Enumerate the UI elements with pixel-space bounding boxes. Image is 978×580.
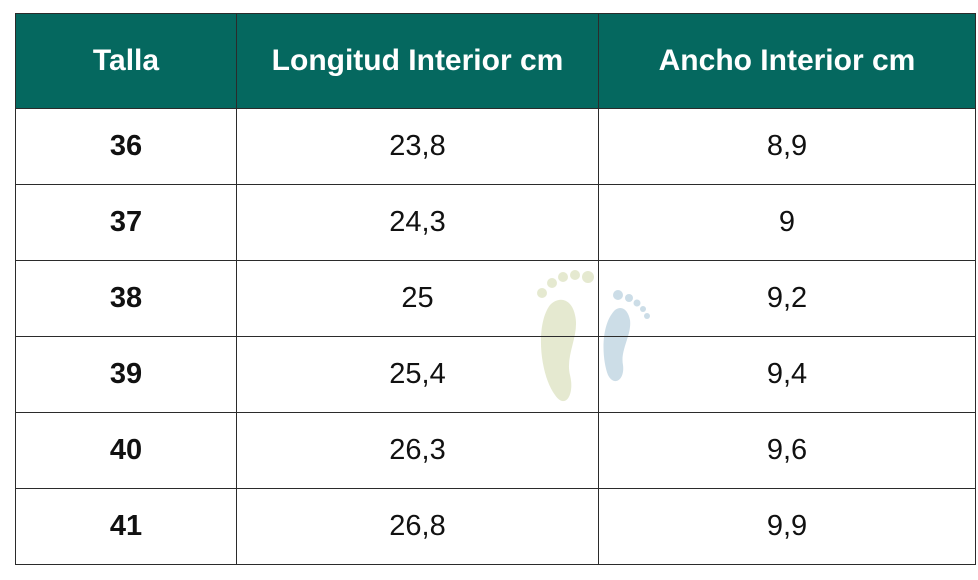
table-cell: 40 <box>15 412 237 489</box>
header-cell: Longitud Interior cm <box>236 13 599 109</box>
header-row: Talla Longitud Interior cm Ancho Interior … <box>15 13 976 109</box>
table-row: 41 26,8 9,9 <box>15 488 976 565</box>
header-cell: Ancho Interior cm <box>598 13 976 109</box>
table-cell: 8,9 <box>598 108 976 185</box>
table-body: 36 23,8 8,9 37 24,3 9 38 25 9,2 39 25,4 9,4 40 26,3 9,… <box>15 108 976 565</box>
table-row: 37 24,3 9 <box>15 184 976 261</box>
header-cell: Talla <box>15 13 237 109</box>
table-cell: 9 <box>598 184 976 261</box>
table-row: 38 25 9,2 <box>15 260 976 337</box>
size-table: Talla Longitud Interior cm Ancho Interior … <box>15 13 976 565</box>
table-cell: 25 <box>236 260 599 337</box>
table-cell: 25,4 <box>236 336 599 413</box>
table-row: 36 23,8 8,9 <box>15 108 976 185</box>
table-row: 39 25,4 9,4 <box>15 336 976 413</box>
table-cell: 9,6 <box>598 412 976 489</box>
table-cell: 39 <box>15 336 237 413</box>
table-cell: 9,2 <box>598 260 976 337</box>
table-cell: 37 <box>15 184 237 261</box>
table-cell: 24,3 <box>236 184 599 261</box>
table-cell: 23,8 <box>236 108 599 185</box>
table-cell: 26,8 <box>236 488 599 565</box>
table-cell: 9,4 <box>598 336 976 413</box>
table-cell: 38 <box>15 260 237 337</box>
table-cell: 9,9 <box>598 488 976 565</box>
table-row: 40 26,3 9,6 <box>15 412 976 489</box>
table-cell: 41 <box>15 488 237 565</box>
table-cell: 26,3 <box>236 412 599 489</box>
table-cell: 36 <box>15 108 237 185</box>
